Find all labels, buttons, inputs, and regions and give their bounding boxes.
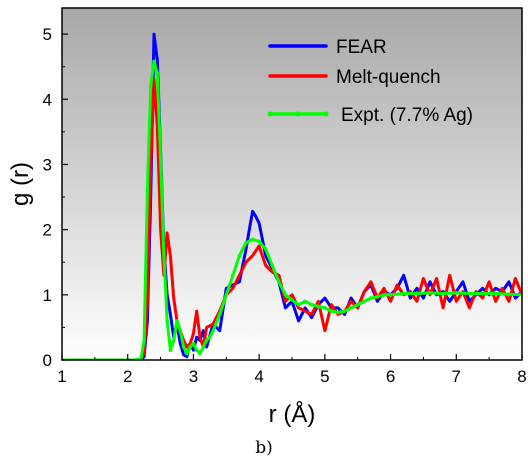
- series-point: [224, 293, 229, 297]
- series-point: [270, 263, 275, 268]
- series-point: [401, 291, 406, 296]
- series-point: [208, 335, 212, 339]
- series-point: [155, 71, 160, 75]
- series-point: [375, 294, 380, 299]
- series-point: [355, 302, 360, 307]
- series-layer: [62, 32, 522, 360]
- series-point: [148, 84, 153, 89]
- plot-background: [62, 8, 522, 360]
- series-point: [323, 306, 327, 310]
- series-point: [480, 291, 485, 296]
- series-point: [296, 302, 301, 307]
- series-point: [303, 299, 307, 304]
- series-point: [171, 338, 176, 343]
- series-point: [152, 59, 156, 64]
- legend-label-2: Expt. (7.7% Ag): [341, 105, 473, 126]
- x-axis-title: r (Å): [269, 400, 316, 428]
- series-point: [336, 310, 340, 315]
- x-tick-label: 2: [123, 367, 132, 386]
- series-point: [428, 291, 432, 295]
- series-line-1: [62, 78, 522, 360]
- series-point: [342, 309, 347, 313]
- series-point: [441, 291, 445, 296]
- y-tick-label: 0: [43, 351, 52, 370]
- series-point: [165, 319, 169, 323]
- series-point: [158, 156, 163, 160]
- series-point: [142, 338, 146, 343]
- series-point: [493, 291, 498, 296]
- series-point: [309, 302, 314, 307]
- legend-label-0: FEAR: [336, 37, 387, 58]
- series-point: [168, 348, 173, 353]
- series-point: [211, 328, 215, 333]
- legend-marker: [323, 111, 329, 117]
- y-tick-label: 3: [43, 155, 52, 174]
- x-tick-label: 6: [386, 367, 395, 386]
- y-tick-label: 1: [43, 286, 52, 305]
- legend-marker: [267, 111, 273, 117]
- y-tick-label: 4: [43, 90, 52, 109]
- series-point: [194, 348, 199, 353]
- x-tick-label: 3: [189, 367, 198, 386]
- x-tick-label: 8: [517, 367, 526, 386]
- series-point: [237, 253, 242, 258]
- series-point: [145, 188, 150, 193]
- x-tick-label: 1: [57, 367, 66, 386]
- series-point: [217, 312, 222, 317]
- series-point: [362, 299, 367, 304]
- y-tick-label: 5: [43, 25, 52, 44]
- series-point: [175, 319, 179, 323]
- series-point: [181, 345, 186, 349]
- series-point: [369, 296, 373, 300]
- series-point: [382, 293, 386, 297]
- series-point: [191, 341, 196, 346]
- series-point: [185, 351, 189, 356]
- series-point: [162, 253, 166, 258]
- series-point: [198, 351, 202, 356]
- series-point: [388, 293, 393, 297]
- series-point: [329, 309, 334, 313]
- series-point: [204, 338, 209, 343]
- series-point: [454, 291, 459, 295]
- series-point: [283, 293, 288, 297]
- series-point: [201, 345, 206, 349]
- series-point: [139, 356, 143, 360]
- series-point: [467, 291, 472, 296]
- legend-label-1: Melt-quench: [336, 67, 441, 88]
- series-point: [290, 298, 294, 302]
- series-point: [277, 279, 281, 284]
- figure-caption: b): [255, 438, 273, 458]
- series-point: [263, 247, 268, 251]
- series-point: [507, 292, 511, 296]
- legend-marker: [295, 111, 301, 117]
- series-point: [415, 291, 419, 296]
- series-point: [250, 237, 255, 242]
- series-point: [178, 328, 183, 333]
- series-point: [188, 345, 192, 349]
- series-point: [231, 273, 235, 278]
- x-tick-label: 4: [254, 367, 263, 386]
- y-tick-label: 2: [43, 221, 52, 240]
- x-tick-label: 7: [452, 367, 461, 386]
- series-point: [349, 306, 353, 310]
- y-axis-title: g (r): [7, 162, 34, 206]
- series-point: [244, 240, 248, 245]
- series-point: [257, 239, 261, 244]
- x-tick-label: 5: [320, 367, 329, 386]
- legend: FEAR Melt-quench Expt. (7.7% Ag): [267, 37, 473, 126]
- series-point: [316, 304, 321, 309]
